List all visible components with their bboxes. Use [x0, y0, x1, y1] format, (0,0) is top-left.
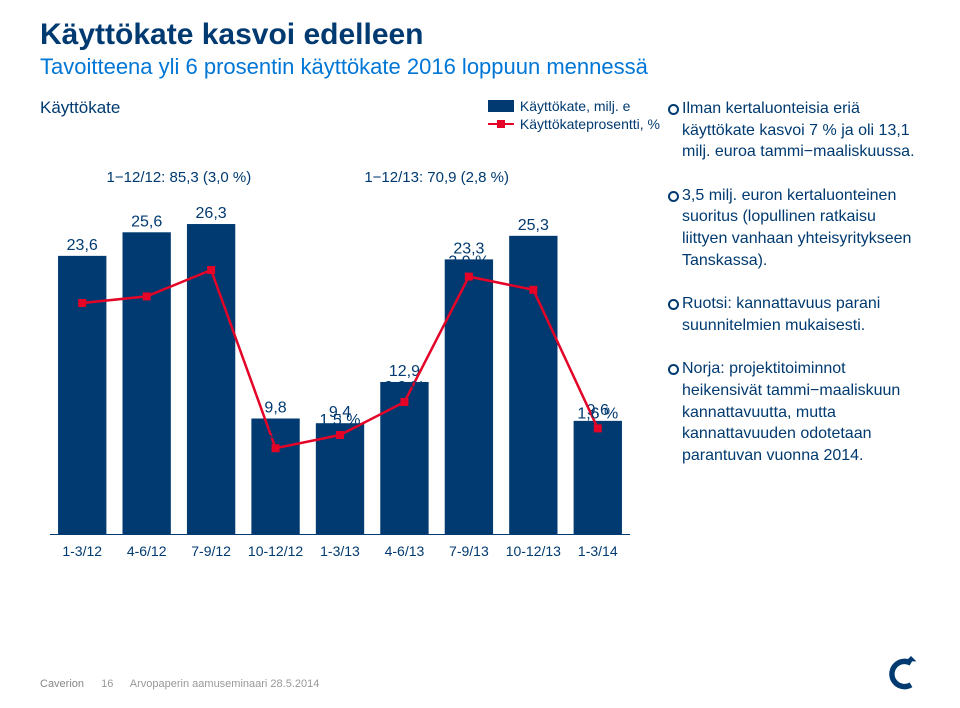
legend-line-label: Käyttökateprosentti, %: [520, 116, 660, 132]
line-value-label: 1,3 %: [255, 425, 296, 442]
line-value-label: 1,6 %: [577, 405, 618, 422]
bar: [316, 423, 364, 534]
bar: [445, 259, 493, 534]
bar-value-label: 12,9: [389, 363, 420, 380]
bar-value-label: 25,3: [518, 217, 549, 234]
line-value-label: 3,7 %: [513, 267, 554, 284]
line-marker: [594, 424, 602, 432]
line-marker: [143, 292, 151, 300]
line-marker: [78, 299, 86, 307]
page-title: Käyttökate kasvoi edelleen: [40, 18, 920, 52]
caverion-logo-icon: [884, 656, 920, 692]
line-swatch-icon: [488, 118, 514, 130]
chart-annotation: 1−12/13: 70,9 (2,8 %): [364, 169, 509, 186]
footer-page: 16: [101, 678, 113, 690]
bar-value-label: 26,3: [196, 205, 227, 222]
bar-value-label: 9,8: [264, 400, 286, 417]
line-marker: [207, 266, 215, 274]
x-axis-label: 1-3/14: [578, 543, 618, 559]
x-axis-label: 1-3/12: [62, 543, 102, 559]
bar: [574, 421, 622, 534]
x-axis-label: 4-6/12: [127, 543, 167, 559]
slide-footer: Caverion 16 Arvopaperin aamuseminaari 28…: [40, 678, 319, 690]
legend-bars: Käyttökate, milj. e: [488, 98, 660, 114]
line-value-label: 3,9 %: [448, 254, 489, 271]
line-marker: [400, 398, 408, 406]
line-marker: [465, 273, 473, 281]
line-marker: [529, 286, 537, 294]
line-value-label: 1,5 %: [320, 412, 361, 429]
line-value-label: 4,0 %: [191, 247, 232, 264]
line-marker: [336, 431, 344, 439]
bar-value-label: 23,6: [67, 237, 98, 254]
bullet-item: Ilman kertaluonteisia eriä käyttökate ka…: [668, 98, 920, 163]
page-subtitle: Tavoitteena yli 6 prosentin käyttökate 2…: [40, 54, 920, 80]
legend-bars-label: Käyttökate, milj. e: [520, 98, 631, 114]
x-axis-label: 10-12/13: [506, 543, 561, 559]
bar-value-label: 25,6: [131, 213, 162, 230]
x-axis-label: 1-3/13: [320, 543, 360, 559]
chart-legend: Käyttökate, milj. e Käyttökateprosentti,…: [488, 98, 660, 134]
x-axis-label: 10-12/12: [248, 543, 303, 559]
x-axis-label: 4-6/13: [385, 543, 425, 559]
bar-swatch-icon: [488, 100, 514, 112]
footer-brand: Caverion: [40, 678, 84, 690]
bullet-item: Norja: projektitoiminnot heikensivät tam…: [668, 358, 920, 466]
bullet-list: Ilman kertaluonteisia eriä käyttökate ka…: [668, 98, 920, 466]
x-axis-label: 7-9/13: [449, 543, 489, 559]
line-value-label: 3,5 %: [62, 280, 103, 297]
bullet-item: Ruotsi: kannattavuus parani suunnitelmie…: [668, 293, 920, 336]
chart-annotation: 1−12/12: 85,3 (3,0 %): [107, 169, 252, 186]
line-value-label: 3,6 %: [126, 273, 167, 290]
chart-title: Käyttökate: [40, 98, 120, 118]
bullet-item: 3,5 milj. euron kertaluonteinen suoritus…: [668, 185, 920, 271]
footer-event: Arvopaperin aamuseminaari 28.5.2014: [130, 678, 320, 690]
legend-line: Käyttökateprosentti, %: [488, 116, 660, 132]
x-axis-label: 7-9/12: [191, 543, 231, 559]
bar: [58, 256, 106, 534]
line-value-label: 2,0 %: [384, 379, 425, 396]
line-marker: [272, 444, 280, 452]
combo-chart: 1−12/12: 85,3 (3,0 %) 1−12/13: 70,9 (2,8 …: [40, 144, 640, 574]
